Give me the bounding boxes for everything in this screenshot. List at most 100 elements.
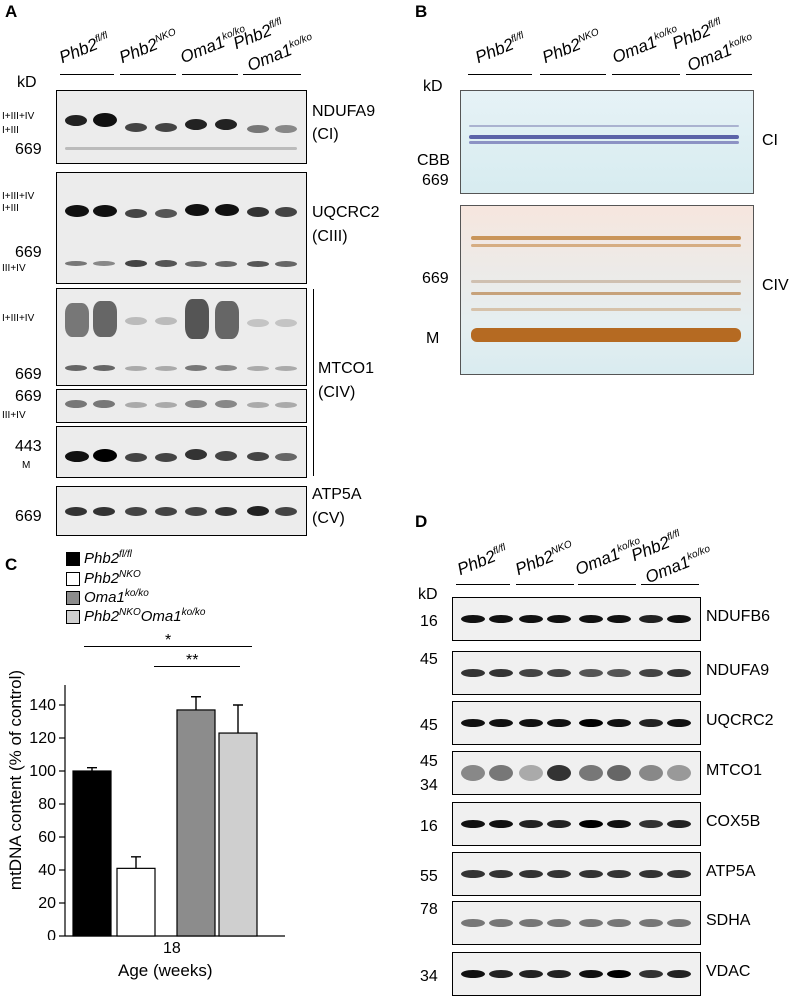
marker-i-iii-iv: I+III+IV bbox=[2, 313, 35, 324]
marker-i-iii: I+III bbox=[2, 203, 19, 214]
marker-669: 669 bbox=[15, 141, 42, 158]
band bbox=[125, 317, 147, 325]
sig-line-1 bbox=[84, 646, 252, 647]
band bbox=[579, 970, 603, 978]
band bbox=[125, 402, 147, 408]
band bbox=[93, 365, 115, 371]
band bbox=[247, 207, 269, 217]
sig-star-1: * bbox=[165, 632, 172, 649]
group-underline bbox=[578, 584, 636, 585]
band bbox=[461, 765, 485, 781]
band bbox=[579, 719, 603, 727]
band bbox=[65, 115, 87, 126]
band bbox=[461, 919, 485, 927]
band bbox=[607, 970, 631, 978]
band bbox=[65, 261, 87, 266]
group-label-phb2-nko: Phb2NKO bbox=[539, 26, 601, 68]
blot-uqcrc2 bbox=[452, 701, 701, 745]
protein-label-sdha: SDHA bbox=[706, 912, 751, 929]
y-tick-label: 0 bbox=[47, 928, 56, 940]
band bbox=[247, 506, 269, 516]
mw-marker: 55 bbox=[420, 868, 438, 885]
legend-label-phb2-flfl: Phb2fl/fl bbox=[84, 549, 132, 567]
band bbox=[667, 870, 691, 878]
marker-m: M bbox=[426, 330, 440, 347]
band bbox=[185, 449, 207, 460]
band bbox=[579, 765, 603, 781]
band bbox=[215, 204, 239, 216]
legend-label-double: Phb2NKOOma1ko/ko bbox=[84, 607, 206, 625]
mw-marker: 16 bbox=[420, 818, 438, 835]
band bbox=[155, 123, 177, 132]
bar-3 bbox=[176, 709, 216, 937]
band bbox=[639, 765, 663, 781]
group-underline bbox=[60, 74, 114, 75]
band bbox=[469, 141, 739, 144]
band bbox=[519, 919, 543, 927]
band bbox=[469, 125, 739, 127]
band bbox=[275, 366, 297, 371]
band bbox=[471, 236, 741, 240]
band bbox=[93, 261, 115, 266]
band bbox=[65, 507, 87, 516]
group-underline bbox=[468, 74, 532, 75]
group-underline bbox=[516, 584, 574, 585]
band bbox=[579, 820, 603, 828]
band bbox=[489, 919, 513, 927]
band bbox=[461, 820, 485, 828]
band bbox=[607, 870, 631, 878]
band bbox=[185, 507, 207, 516]
gel-cbb-ci bbox=[460, 90, 754, 194]
group-label-phb2-flfl: Phb2fl/fl bbox=[454, 542, 508, 580]
band bbox=[275, 207, 297, 217]
error-bar-2 bbox=[131, 856, 141, 869]
gel-civ-activity bbox=[460, 205, 754, 375]
label-mtco1: MTCO1 bbox=[318, 360, 374, 377]
blot-atp5a-cv bbox=[56, 486, 307, 536]
band bbox=[461, 970, 485, 978]
band bbox=[547, 615, 571, 623]
blot-ndufb6 bbox=[452, 597, 701, 641]
group-label-phb2-nko: Phb2NKO bbox=[512, 538, 574, 580]
group-underline bbox=[540, 74, 606, 75]
marker-669: 669 bbox=[15, 244, 42, 261]
group-underline bbox=[243, 74, 301, 75]
marker-669: 669 bbox=[422, 172, 449, 189]
protein-label-cox5b: COX5B bbox=[706, 813, 761, 830]
band bbox=[215, 365, 237, 371]
legend-label-phb2-nko: Phb2NKO bbox=[84, 569, 141, 587]
band bbox=[215, 301, 239, 339]
band bbox=[547, 970, 571, 978]
band bbox=[547, 669, 571, 677]
y-tick-label: 120 bbox=[29, 730, 56, 747]
band bbox=[489, 669, 513, 677]
protein-label-ndufa9: NDUFA9 bbox=[706, 662, 770, 679]
sig-star-2: ** bbox=[186, 652, 199, 669]
label-civ: CIV bbox=[762, 277, 789, 294]
band bbox=[469, 135, 739, 139]
band bbox=[247, 261, 269, 267]
band bbox=[667, 919, 691, 927]
band bbox=[65, 365, 87, 371]
mw-marker: 45 bbox=[420, 717, 438, 734]
band bbox=[547, 820, 571, 828]
y-tick-label: 80 bbox=[38, 796, 56, 813]
bar-2 bbox=[116, 867, 156, 937]
band bbox=[471, 292, 741, 295]
panel-label-b: B bbox=[415, 2, 428, 21]
marker-669: 669 bbox=[422, 270, 449, 287]
band bbox=[215, 119, 237, 130]
band bbox=[247, 125, 269, 133]
band bbox=[519, 820, 543, 828]
legend-swatch bbox=[66, 572, 80, 586]
band bbox=[65, 303, 89, 337]
bar-1 bbox=[72, 770, 112, 937]
mw-marker: 16 bbox=[420, 613, 438, 630]
marker-iii-iv: III+IV bbox=[2, 263, 26, 274]
blot-uqcrc2-ciii bbox=[56, 172, 307, 284]
group-underline bbox=[612, 74, 680, 75]
band bbox=[489, 719, 513, 727]
band bbox=[125, 260, 147, 267]
mtco1-bracket bbox=[313, 289, 314, 476]
band bbox=[215, 451, 237, 461]
